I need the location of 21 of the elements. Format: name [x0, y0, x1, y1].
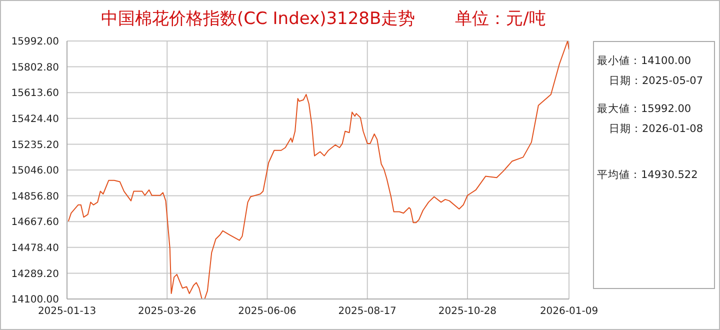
x-tick-label: 2025-03-26: [138, 306, 196, 318]
y-tick-label: 15613.60: [11, 88, 59, 100]
line-series: [68, 41, 569, 299]
stats-panel: 最小値：14100.00 日期：2025-05-07 最大値：15992.00 日期：2026-01-08 平均値：14930.522: [593, 41, 715, 289]
x-tick-label: 2025-08-17: [338, 306, 396, 318]
y-tick-label: 15046.00: [11, 166, 59, 177]
y-tick-label: 14856.80: [11, 191, 59, 202]
y-tick-label: 15424.40: [11, 114, 59, 125]
x-tick-label: 2025-06-06: [238, 306, 296, 318]
y-tick-label: 14667.60: [11, 217, 59, 228]
chart-subtitle: 单位：元/吨: [455, 9, 546, 29]
x-tick-label: 2025-01-13: [38, 306, 96, 318]
y-tick-label: 15802.80: [11, 62, 59, 74]
y-tick-label: 14100.00: [11, 294, 59, 306]
y-tick-label: 14289.20: [11, 268, 59, 280]
y-tick-label: 15992.00: [11, 36, 59, 48]
x-tick-label: 2026-01-09: [540, 306, 598, 318]
x-tick-label: 2025-10-28: [438, 306, 497, 318]
chart-title: 中国棉花价格指数(CC Index)3128B走势: [101, 9, 416, 29]
y-tick-label: 15235.20: [11, 140, 59, 151]
y-tick-label: 14478.40: [11, 242, 59, 254]
